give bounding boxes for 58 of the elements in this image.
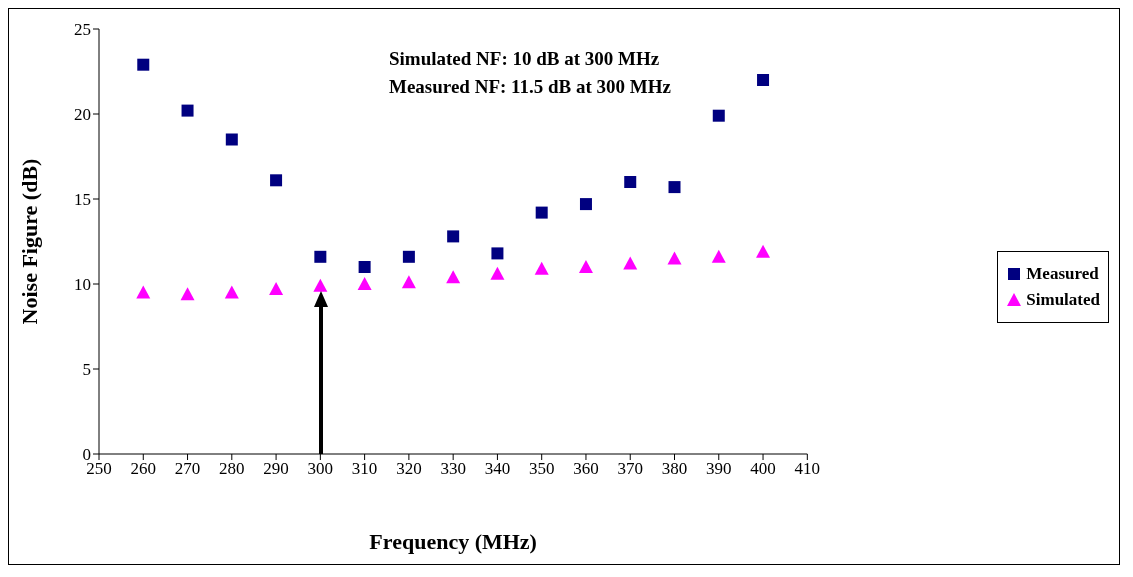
- point: [712, 109, 725, 122]
- x-tick-label: 280: [219, 459, 245, 479]
- point: [490, 266, 505, 280]
- x-tick-label: 350: [528, 459, 555, 479]
- point: [402, 250, 415, 263]
- y-tick-label: 10: [74, 275, 91, 295]
- point: [181, 104, 194, 117]
- point: [446, 270, 461, 284]
- x-tick-label: 340: [484, 459, 511, 479]
- x-tick-label: 370: [617, 459, 643, 479]
- x-tick-label: 400: [750, 459, 776, 479]
- point: [314, 250, 327, 263]
- point: [757, 74, 770, 86]
- point: [225, 133, 238, 146]
- point: [180, 287, 195, 301]
- annotation: Simulated NF: 10 dB at 300 MHz: [388, 47, 661, 71]
- legend-label: Measured: [1026, 263, 1099, 284]
- point: [357, 277, 372, 290]
- point: [579, 198, 592, 211]
- point: [667, 251, 682, 265]
- annotation: Measured NF: 11.5 dB at 300 MHz: [388, 75, 672, 99]
- point: [711, 249, 726, 263]
- x-axis-title: Frequency (MHz): [369, 529, 537, 554]
- y-tick-label: 5: [82, 360, 91, 380]
- point: [269, 282, 284, 296]
- point: [401, 275, 416, 289]
- x-tick-label: 270: [174, 459, 201, 479]
- x-tick-label: 260: [130, 459, 157, 479]
- point: [136, 285, 151, 299]
- x-tick-label: 410: [794, 459, 821, 479]
- y-tick-label: 15: [74, 190, 91, 210]
- point: [534, 261, 549, 275]
- legend-label: Simulated: [1026, 289, 1100, 310]
- point: [668, 181, 681, 194]
- x-tick-label: 320: [396, 459, 422, 479]
- point: [313, 278, 328, 292]
- y-axis-title: Noise Figure (dB): [16, 158, 42, 325]
- y-tick-label: 20: [74, 105, 91, 125]
- point: [491, 247, 504, 260]
- point: [756, 244, 771, 258]
- x-tick-label: 250: [86, 459, 112, 479]
- x-tick-label: 360: [573, 459, 599, 479]
- x-tick-label: 300: [307, 459, 334, 479]
- point: [535, 206, 548, 219]
- x-tick-label: 310: [351, 459, 378, 479]
- point: [224, 285, 239, 299]
- x-tick-label: 380: [661, 459, 688, 479]
- y-tick-label: 25: [74, 20, 91, 40]
- point: [623, 256, 638, 270]
- x-tick-label: 330: [440, 459, 466, 479]
- point: [624, 176, 637, 188]
- point: [137, 58, 150, 71]
- x-tick-label: 290: [263, 459, 289, 479]
- x-tick-label: 390: [706, 459, 732, 479]
- point: [578, 260, 593, 273]
- point: [270, 174, 283, 187]
- point: [358, 261, 371, 273]
- point: [447, 230, 460, 243]
